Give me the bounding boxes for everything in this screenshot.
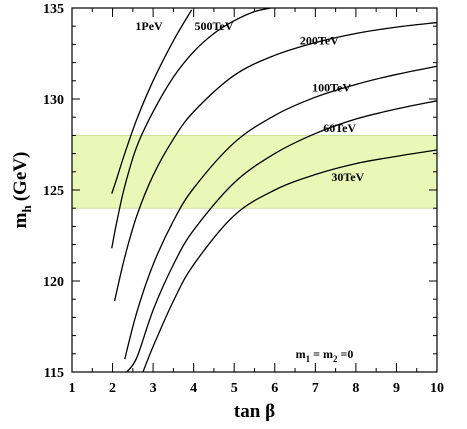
x-tick-label-5: 5 [231, 381, 238, 396]
note-m1: m [296, 347, 306, 361]
x-tick-label-2: 2 [109, 381, 116, 396]
curve-label-100tev: 100TeV [312, 81, 351, 95]
curve-500tev [111, 8, 271, 249]
note-sub2: 2 [333, 354, 338, 364]
curve-layer [111, 8, 437, 372]
curve-1pev [111, 9, 193, 194]
y-tick-label-125: 125 [43, 184, 64, 199]
y-axis-title-main: m [10, 212, 31, 228]
note-eq2: =0 [338, 347, 354, 361]
x-tick-label-9: 9 [393, 381, 400, 396]
y-axis-title-subscript: h [19, 205, 34, 213]
y-tick-label-135: 135 [43, 2, 64, 17]
curve-label-60tev: 60TeV [323, 121, 356, 135]
x-tick-label-1: 1 [69, 381, 76, 396]
curve-label-500tev: 500TeV [194, 19, 233, 33]
x-tick-label-7: 7 [312, 381, 319, 396]
curve-200tev [113, 21, 437, 302]
x-axis-title: tan β [234, 401, 275, 422]
y-axis-title-unit: (GeV) [10, 152, 31, 202]
x-tick-label-4: 4 [190, 381, 197, 396]
y-tick-label-120: 120 [43, 275, 64, 290]
y-tick-label-115: 115 [44, 366, 64, 381]
note-eq1: = m [310, 347, 333, 361]
tick-layer: 1 2 3 4 5 6 7 8 9 10 115 120 125 130 135 [43, 2, 444, 396]
curve-label-1pev: 1PeV [135, 19, 163, 33]
x-tick-label-10: 10 [430, 381, 444, 396]
x-tick-label-6: 6 [271, 381, 278, 396]
curve-100tev [124, 65, 437, 360]
curve-label-30tev: 30TeV [331, 170, 364, 184]
y-axis-title: mh (GeV) [10, 152, 34, 229]
y-tick-label-130: 130 [43, 93, 64, 108]
curve-30tev [142, 149, 437, 372]
label-layer: 1PeV 500TeV 200TeV 100TeV 60TeV 30TeV [135, 19, 364, 184]
x-tick-label-3: 3 [150, 381, 157, 396]
higgs-mass-band [71, 135, 438, 209]
curve-label-200tev: 200TeV [300, 33, 339, 47]
higgs-mass-band-layer [71, 135, 438, 209]
note-sub1: 1 [306, 354, 311, 364]
mass-condition-annotation: m1 = m2 =0 [296, 347, 354, 364]
curve-60tev [126, 100, 437, 372]
x-tick-label-8: 8 [352, 381, 359, 396]
